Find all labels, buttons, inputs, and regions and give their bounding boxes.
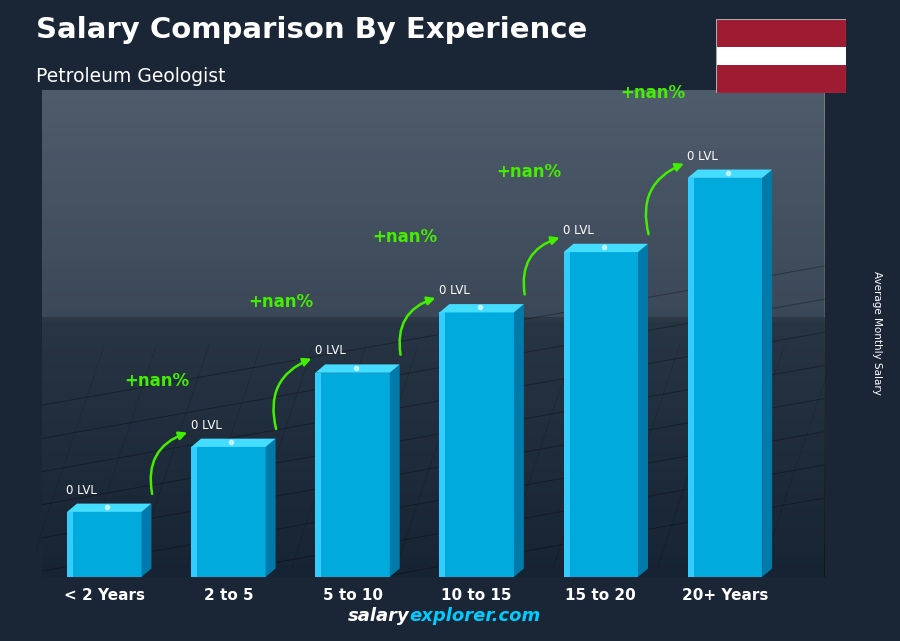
Polygon shape	[67, 504, 151, 512]
Polygon shape	[762, 169, 772, 577]
Bar	[688, 178, 694, 577]
Text: Average Monthly Salary: Average Monthly Salary	[872, 271, 883, 395]
Bar	[716, 65, 846, 93]
Text: salary: salary	[347, 607, 410, 625]
Bar	[67, 512, 73, 577]
Text: explorer.com: explorer.com	[410, 607, 541, 625]
Text: 0 LVL: 0 LVL	[191, 419, 221, 431]
Bar	[67, 512, 141, 577]
Text: 0 LVL: 0 LVL	[67, 484, 97, 497]
Bar	[191, 447, 266, 577]
Text: 0 LVL: 0 LVL	[315, 344, 346, 358]
Polygon shape	[439, 304, 524, 312]
Bar	[563, 252, 638, 577]
Text: +nan%: +nan%	[620, 84, 686, 103]
Bar	[688, 178, 762, 577]
Text: 0 LVL: 0 LVL	[563, 224, 594, 237]
Polygon shape	[390, 364, 400, 577]
Text: +nan%: +nan%	[124, 372, 189, 390]
Polygon shape	[688, 169, 772, 178]
Text: +nan%: +nan%	[372, 228, 437, 246]
Polygon shape	[266, 438, 275, 577]
Text: 0 LVL: 0 LVL	[439, 284, 470, 297]
Bar	[315, 373, 390, 577]
Bar	[563, 252, 570, 577]
Polygon shape	[514, 304, 524, 577]
Bar	[191, 447, 197, 577]
Polygon shape	[315, 364, 400, 373]
Polygon shape	[563, 244, 648, 252]
Bar	[439, 312, 514, 577]
Bar	[716, 19, 846, 47]
Text: +nan%: +nan%	[496, 163, 562, 181]
Text: +nan%: +nan%	[248, 293, 313, 311]
Polygon shape	[638, 244, 648, 577]
Polygon shape	[191, 438, 275, 447]
Text: Salary Comparison By Experience: Salary Comparison By Experience	[36, 16, 587, 44]
Text: 0 LVL: 0 LVL	[688, 149, 718, 163]
Bar	[315, 373, 321, 577]
Polygon shape	[141, 504, 151, 577]
Text: Petroleum Geologist: Petroleum Geologist	[36, 67, 226, 87]
Bar	[439, 312, 446, 577]
